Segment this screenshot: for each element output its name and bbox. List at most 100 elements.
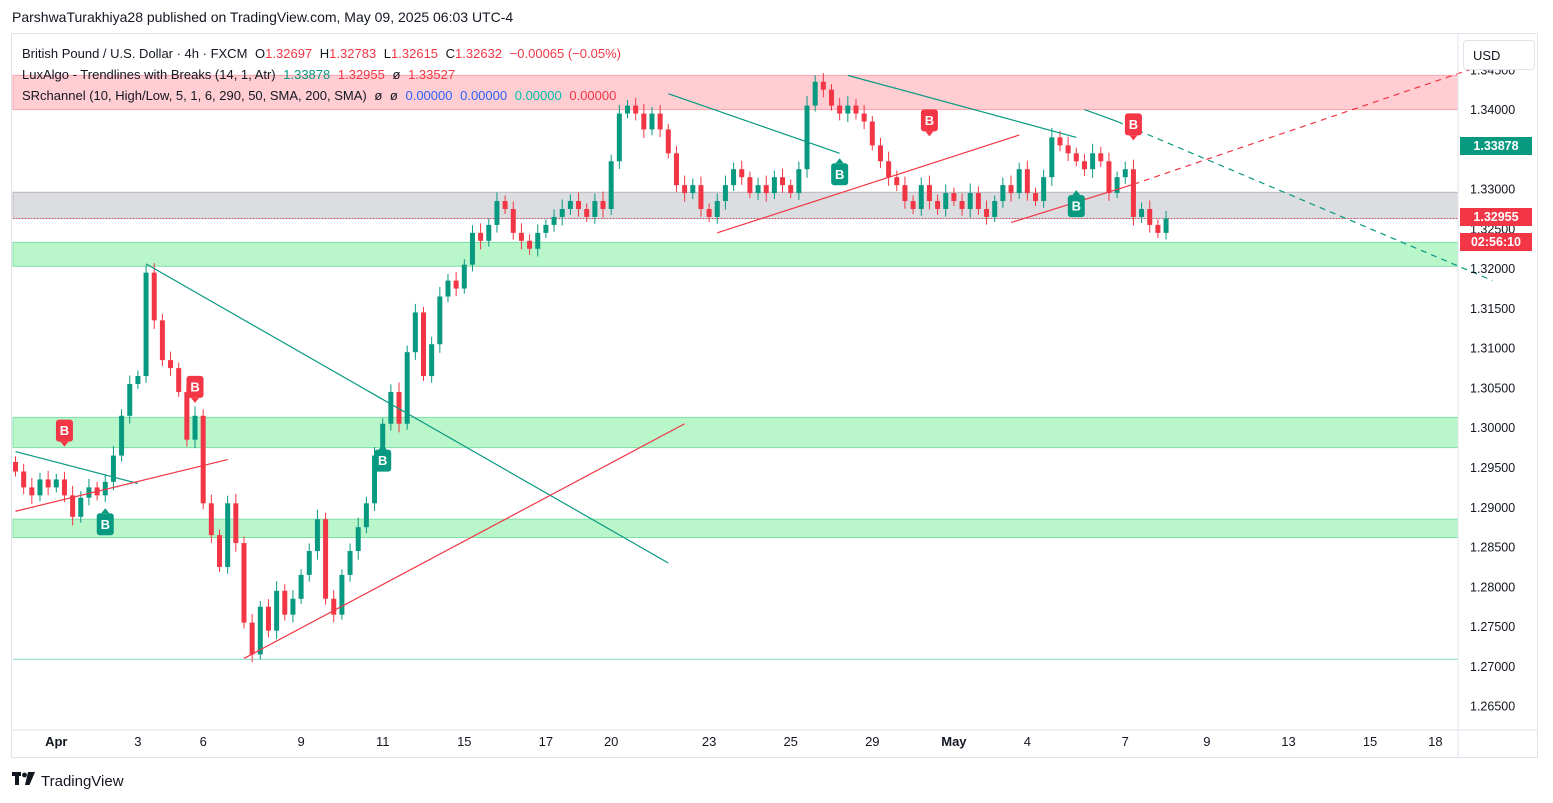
break-label-text: B xyxy=(190,379,199,394)
break-label: B xyxy=(55,419,73,447)
candle-body xyxy=(331,598,337,615)
candle-body xyxy=(396,391,402,424)
low-value: 1.32615 xyxy=(391,46,439,61)
legend-symbol-row[interactable]: British Pound / U.S. Dollar · 4h · FXCM … xyxy=(22,46,625,61)
break-label: B xyxy=(831,158,849,186)
break-label-box xyxy=(55,419,73,442)
legend-srchannel-row[interactable]: SRchannel (10, High/Low, 5, 1, 6, 290, 5… xyxy=(22,88,620,103)
break-label-box xyxy=(186,375,204,398)
candle-body xyxy=(1065,145,1071,154)
candle-body xyxy=(535,232,541,249)
break-label: B xyxy=(1067,190,1085,218)
candle-body xyxy=(902,185,908,202)
chart-frame xyxy=(11,33,1538,758)
candle-body xyxy=(641,113,647,130)
high-value: 1.32783 xyxy=(329,46,377,61)
sr-channel-neutral xyxy=(12,191,1459,220)
break-label-text: B xyxy=(378,453,387,468)
candle-body xyxy=(1016,169,1022,194)
candle-body xyxy=(102,481,108,496)
luxalgo-value-2: 1.32955 xyxy=(337,67,385,82)
candle-body xyxy=(453,280,459,289)
trendline xyxy=(717,134,1020,234)
price-tick-label: 1.28000 xyxy=(1470,580,1515,594)
candle-body xyxy=(298,574,304,599)
candle-body xyxy=(127,383,133,416)
break-label-box xyxy=(374,449,392,472)
candle-body xyxy=(959,201,965,209)
footer-brand[interactable]: TradingView xyxy=(12,772,124,790)
candle-body xyxy=(61,479,67,496)
luxalgo-name: LuxAlgo - Trendlines with Breaks (14, 1,… xyxy=(22,67,276,82)
candle-body xyxy=(1024,169,1030,194)
candle-body xyxy=(518,232,524,241)
luxalgo-value-1: 1.33878 xyxy=(283,67,331,82)
trendline xyxy=(145,263,669,564)
time-tick-label: 20 xyxy=(604,734,618,749)
candle-body xyxy=(469,232,475,265)
candle-body xyxy=(437,296,443,345)
candle-body xyxy=(37,479,43,496)
trendline-projection xyxy=(1116,120,1493,282)
candle-body xyxy=(135,376,141,384)
candle-body xyxy=(698,185,704,209)
candle-body xyxy=(1008,185,1014,194)
candle-body xyxy=(853,105,859,114)
trendline xyxy=(243,423,685,659)
high-label: H xyxy=(319,46,330,61)
candle-body xyxy=(551,216,557,225)
candle-body xyxy=(722,185,728,202)
time-tick-label: 9 xyxy=(1203,734,1210,749)
trendline xyxy=(15,458,228,512)
price-tick-label: 1.33000 xyxy=(1470,183,1515,197)
candle-body xyxy=(592,201,598,217)
trendline xyxy=(668,93,840,154)
candle-body xyxy=(168,360,174,369)
candle-body xyxy=(812,81,818,106)
candle-body xyxy=(739,169,745,178)
low-label: L xyxy=(383,46,392,61)
candle-body xyxy=(13,461,18,472)
candle-body xyxy=(372,455,378,504)
candle-body xyxy=(951,193,957,202)
candle-body xyxy=(274,590,280,631)
time-tick-label: 13 xyxy=(1281,734,1295,749)
candle-body xyxy=(625,105,630,114)
candle-body xyxy=(992,201,998,217)
break-label: B xyxy=(1124,113,1142,141)
candle-body xyxy=(714,201,720,217)
candle-body xyxy=(910,201,916,209)
time-tick-label: 11 xyxy=(376,734,390,749)
candle-body xyxy=(1090,153,1096,170)
time-tick-label: 23 xyxy=(702,734,716,749)
candle-body xyxy=(1057,137,1063,146)
candle-body xyxy=(559,208,565,217)
srchannel-name: SRchannel (10, High/Low, 5, 1, 6, 290, 5… xyxy=(22,88,367,103)
trendline-projection xyxy=(1133,61,1493,185)
candle-body xyxy=(649,113,655,130)
break-label-pointer xyxy=(1129,135,1138,141)
candle-body xyxy=(265,606,271,631)
candle-body xyxy=(290,598,296,615)
break-label: B xyxy=(186,375,204,403)
horizontal-levels xyxy=(13,218,1458,660)
break-label-box xyxy=(96,513,114,536)
candle-body xyxy=(478,232,484,241)
srchannel-value-3: 0.00000 xyxy=(514,88,562,103)
legend-luxalgo-row[interactable]: LuxAlgo - Trendlines with Breaks (14, 1,… xyxy=(22,67,459,82)
candle-body xyxy=(755,185,761,194)
candle-body xyxy=(1155,224,1161,233)
price-tick-label: 1.30500 xyxy=(1470,381,1515,395)
break-label-box xyxy=(1067,195,1085,218)
candle-body xyxy=(567,201,573,209)
break-label-pointer xyxy=(101,508,110,514)
candle-body xyxy=(600,201,606,209)
candle-body xyxy=(706,208,712,217)
trendline-lower-badge: 1.32955 xyxy=(1460,208,1532,226)
candle-body xyxy=(143,272,149,377)
candle-body xyxy=(494,201,500,225)
candle-body xyxy=(869,121,875,146)
currency-button[interactable]: USD xyxy=(1463,40,1535,70)
candle-body xyxy=(1098,153,1104,162)
